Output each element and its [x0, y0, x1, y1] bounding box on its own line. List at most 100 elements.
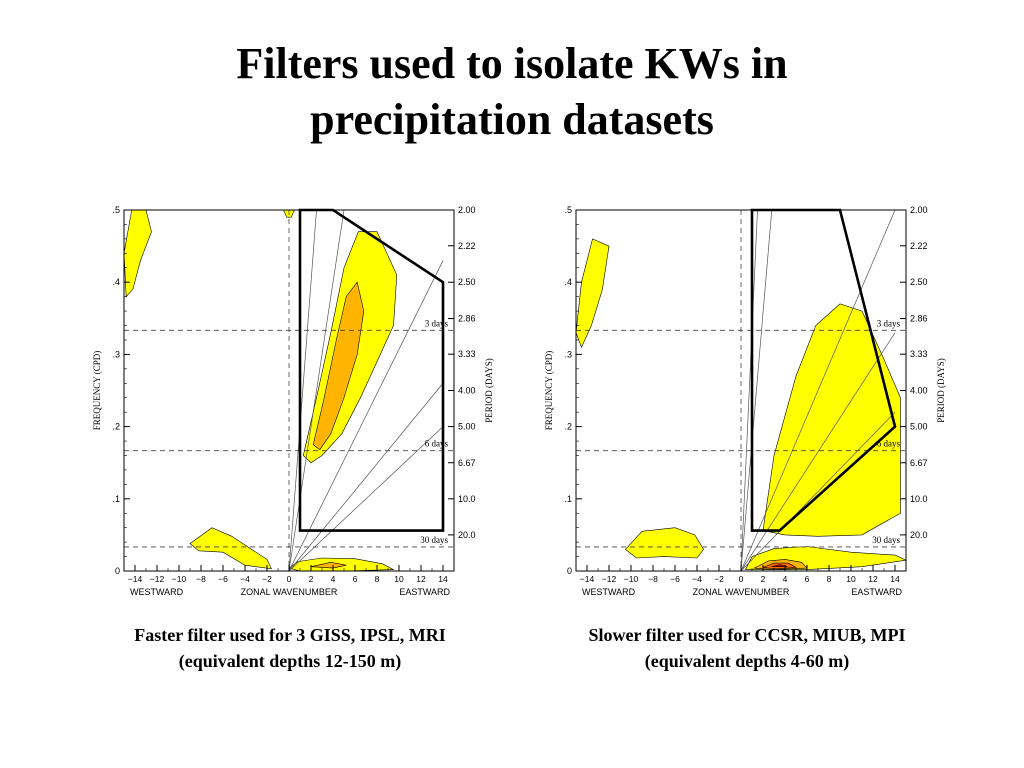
x-tick-label: −8 — [196, 574, 206, 584]
x-tick-label: −6 — [218, 574, 228, 584]
wavenumber-frequency-spectrum: 3 days 6 days 30 days 0 .1 .2 .3 .4 .5 2.00 2.22 2.… — [92, 205, 494, 597]
xlabel-westward: WESTWARD — [130, 587, 184, 597]
x-tick-label: 10 — [846, 574, 856, 584]
ylabel-frequency: FREQUENCY (CPD) — [544, 351, 554, 430]
signal-region-low-core-max — [771, 564, 788, 568]
y-tick-label: .2 — [564, 422, 572, 432]
signal-region-low-eastward-core — [310, 561, 347, 569]
y-tick-label: 0 — [115, 566, 120, 576]
y-tick-label: .5 — [112, 205, 120, 215]
x-tick-label: 12 — [416, 574, 426, 584]
kelvin-filter-box — [750, 208, 897, 532]
period-tick-label: 20.0 — [458, 530, 476, 540]
period-tick-label: 2.00 — [458, 205, 476, 215]
x-tick-label: 4 — [783, 574, 788, 584]
x-tick-label: −12 — [602, 574, 617, 584]
period-tick-label: 20.0 — [910, 530, 928, 540]
label-3-days: 3 days — [425, 318, 449, 328]
x-tick-label: 14 — [438, 574, 448, 584]
dispersion-curve-line — [288, 383, 444, 572]
x-tick-label: −14 — [128, 574, 143, 584]
left-caption: Faster filter used for 3 GISS, IPSL, MRI… — [55, 622, 525, 674]
y-tick-label: .3 — [112, 349, 120, 359]
x-tick-label: 0 — [287, 574, 292, 584]
y-tick-label: .4 — [112, 277, 120, 287]
x-tick-label: 4 — [331, 574, 336, 584]
title-line-1: Filters used to isolate KWs in — [236, 39, 788, 88]
x-tick-label: −10 — [624, 574, 639, 584]
x-tick-label: −14 — [580, 574, 595, 584]
period-tick-label: 2.86 — [910, 314, 928, 324]
spectral-power-shading — [123, 209, 398, 572]
right-caption: Slower filter used for CCSR, MIUB, MPI (… — [512, 622, 982, 674]
x-tick-label: 14 — [890, 574, 900, 584]
period-tick-label: 2.50 — [458, 277, 476, 287]
x-tick-label: −10 — [172, 574, 187, 584]
ylabel-period: PERIOD (DAYS) — [936, 358, 946, 422]
right-spectrum-panel: 3 days 6 days 30 days 0 .1 .2 .3 .4 .5 2.00 2.22 2.… — [532, 200, 1002, 610]
period-tick-label: 10.0 — [910, 494, 928, 504]
period-tick-label: 2.86 — [458, 314, 476, 324]
x-tick-label: −6 — [670, 574, 680, 584]
period-tick-label: 2.22 — [458, 241, 476, 251]
slide-title: Filters used to isolate KWs in precipita… — [0, 36, 1024, 148]
period-tick-label: 5.00 — [910, 422, 928, 432]
y-tick-label: .4 — [564, 277, 572, 287]
dispersion-curve-line — [740, 411, 896, 572]
x-tick-label: −4 — [692, 574, 702, 584]
signal-region-low-westward — [189, 527, 272, 570]
xlabel-westward: WESTWARD — [582, 587, 636, 597]
period-tick-label: 10.0 — [458, 494, 476, 504]
right-caption-line-1: Slower filter used for CCSR, MIUB, MPI — [588, 625, 906, 645]
x-tick-label: 10 — [394, 574, 404, 584]
y-tick-label: .1 — [564, 494, 572, 504]
signal-region-mid — [312, 281, 365, 451]
period-tick-label: 2.22 — [910, 241, 928, 251]
x-tick-label: −12 — [150, 574, 165, 584]
x-tick-label: −4 — [240, 574, 250, 584]
y-tick-label: .3 — [564, 349, 572, 359]
xlabel-zonal-wavenumber: ZONAL WAVENUMBER — [693, 587, 790, 597]
left-caption-line-1: Faster filter used for 3 GISS, IPSL, MRI — [134, 625, 446, 645]
period-tick-label: 4.00 — [458, 386, 476, 396]
x-tick-label: 2 — [761, 574, 766, 584]
dispersion-curve-line — [740, 209, 758, 572]
period-tick-label: 4.00 — [910, 386, 928, 396]
label-30-days: 30 days — [420, 535, 448, 545]
wavenumber-frequency-spectrum: 3 days 6 days 30 days 0 .1 .2 .3 .4 .5 2.00 2.22 2.… — [544, 205, 946, 597]
dispersion-curve-line — [288, 209, 345, 572]
label-30-days: 30 days — [872, 535, 900, 545]
x-tick-label: 6 — [805, 574, 810, 584]
dispersion-curve-line — [740, 209, 773, 572]
label-6-days: 6 days — [425, 439, 449, 449]
left-caption-line-2: (equivalent depths 12-150 m) — [178, 651, 402, 671]
period-tick-label: 6.67 — [458, 458, 476, 468]
label-3-days: 3 days — [877, 318, 901, 328]
ylabel-period: PERIOD (DAYS) — [484, 358, 494, 422]
signal-region-westward — [123, 209, 152, 298]
period-tick-label: 2.50 — [910, 277, 928, 287]
period-tick-label: 3.33 — [910, 349, 928, 359]
title-line-2: precipitation datasets — [310, 95, 714, 144]
x-tick-label: 12 — [868, 574, 878, 584]
xlabel-eastward: EASTWARD — [851, 587, 902, 597]
x-tick-label: 8 — [827, 574, 832, 584]
x-tick-label: 6 — [353, 574, 358, 584]
signal-region-main — [762, 303, 901, 537]
xlabel-zonal-wavenumber: ZONAL WAVENUMBER — [241, 587, 338, 597]
left-spectrum-panel: 3 days 6 days 30 days 0 .1 .2 .3 .4 .5 2.00 2.22 2.… — [80, 200, 550, 610]
x-tick-label: 8 — [375, 574, 380, 584]
x-tick-label: 2 — [309, 574, 314, 584]
dispersion-curve-line — [740, 209, 896, 572]
period-tick-label: 6.67 — [910, 458, 928, 468]
y-tick-label: 0 — [567, 566, 572, 576]
xlabel-eastward: EASTWARD — [399, 587, 450, 597]
period-tick-label: 3.33 — [458, 349, 476, 359]
x-tick-label: −2 — [262, 574, 272, 584]
x-tick-label: −2 — [714, 574, 724, 584]
y-tick-label: .5 — [564, 205, 572, 215]
right-caption-line-2: (equivalent depths 4-60 m) — [644, 651, 850, 671]
x-tick-label: −8 — [648, 574, 658, 584]
dispersion-curve-line — [288, 209, 317, 572]
period-tick-label: 5.00 — [458, 422, 476, 432]
